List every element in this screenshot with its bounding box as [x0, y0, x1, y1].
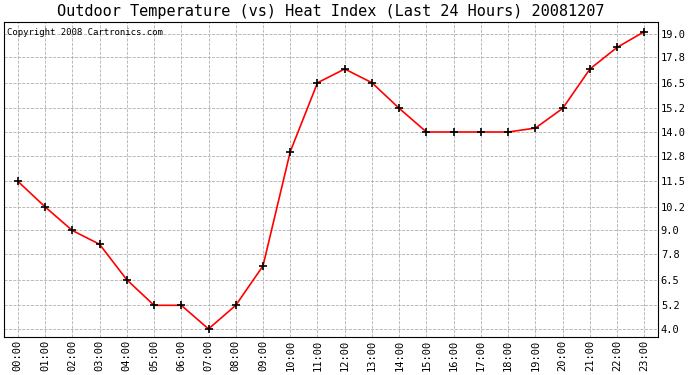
Title: Outdoor Temperature (vs) Heat Index (Last 24 Hours) 20081207: Outdoor Temperature (vs) Heat Index (Las… [57, 4, 605, 19]
Text: Copyright 2008 Cartronics.com: Copyright 2008 Cartronics.com [8, 28, 164, 37]
